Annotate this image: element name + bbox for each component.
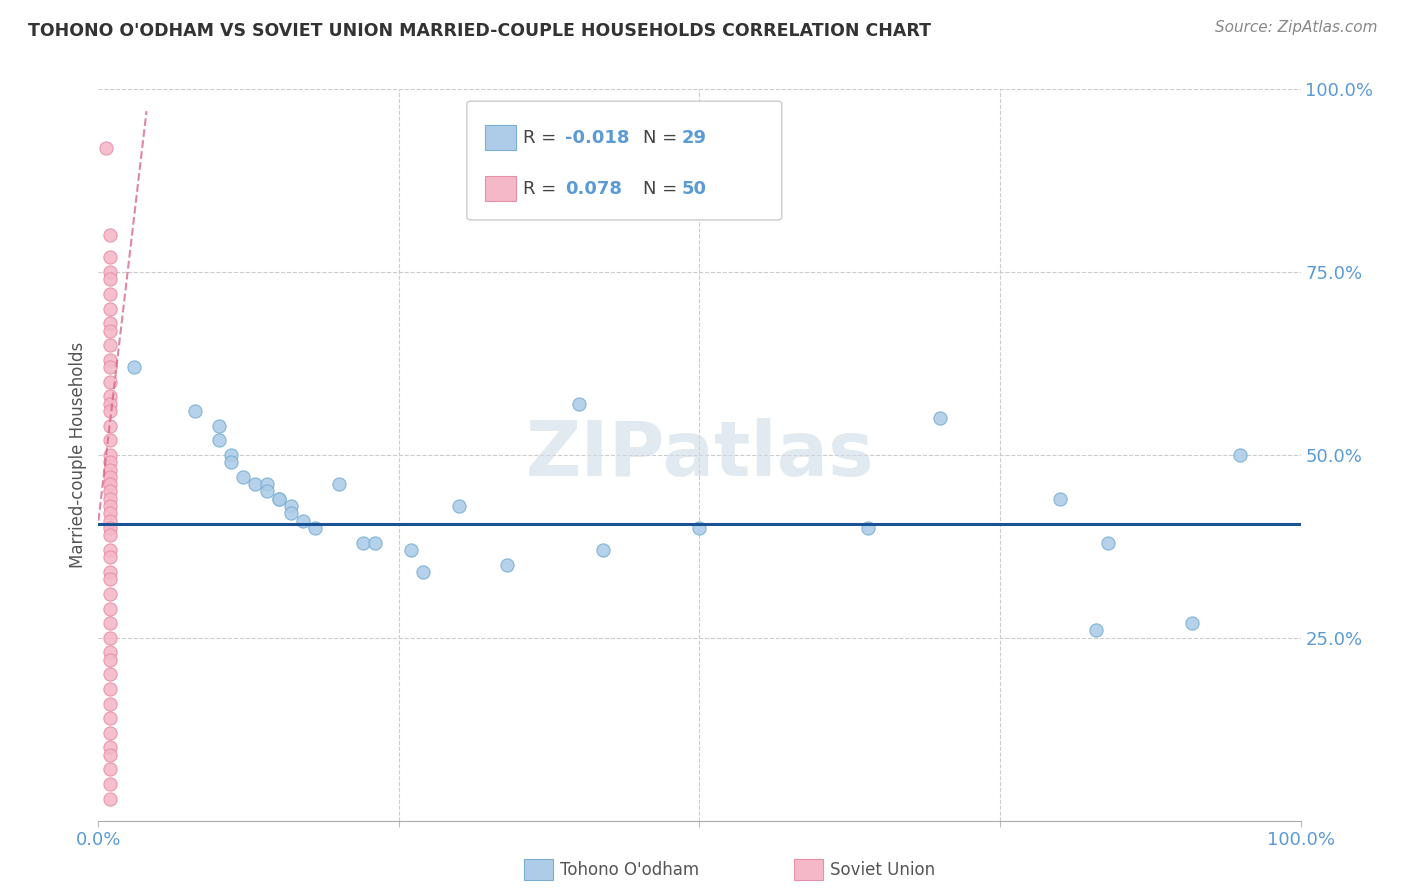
Point xyxy=(856,521,879,535)
Text: Source: ZipAtlas.com: Source: ZipAtlas.com xyxy=(1215,20,1378,35)
Point xyxy=(100,375,122,389)
Point xyxy=(568,397,591,411)
Point xyxy=(208,434,231,448)
Point xyxy=(100,455,122,469)
Point xyxy=(100,272,122,286)
Point xyxy=(928,411,950,425)
Text: ZIPatlas: ZIPatlas xyxy=(526,418,873,491)
Point xyxy=(1181,616,1204,631)
Point xyxy=(124,360,146,375)
Point xyxy=(412,565,434,579)
Point xyxy=(256,484,278,499)
Point xyxy=(100,338,122,352)
Point xyxy=(100,777,122,791)
Point xyxy=(100,470,122,484)
Point xyxy=(328,477,350,491)
Point xyxy=(100,477,122,491)
Y-axis label: Married-couple Households: Married-couple Households xyxy=(69,342,87,568)
Text: 50: 50 xyxy=(682,180,707,198)
Point xyxy=(100,543,122,558)
Point xyxy=(100,462,122,476)
Point xyxy=(219,455,242,469)
Point xyxy=(688,521,710,535)
Point xyxy=(100,550,122,565)
Point xyxy=(100,324,122,338)
Point xyxy=(352,535,374,549)
Text: 0.078: 0.078 xyxy=(565,180,623,198)
Point xyxy=(100,265,122,279)
Point xyxy=(100,389,122,403)
Point xyxy=(100,397,122,411)
Point xyxy=(496,558,519,572)
Point xyxy=(100,301,122,316)
Text: N =: N = xyxy=(643,128,682,147)
Point xyxy=(100,645,122,659)
Point xyxy=(100,352,122,367)
Point xyxy=(100,565,122,579)
Point xyxy=(100,572,122,586)
Point xyxy=(1049,491,1071,506)
Point xyxy=(100,740,122,755)
Point xyxy=(100,528,122,542)
Point xyxy=(256,477,278,491)
Point xyxy=(100,653,122,667)
Point xyxy=(100,616,122,631)
Point xyxy=(183,404,205,418)
Point xyxy=(100,791,122,805)
Point xyxy=(399,543,422,558)
Point xyxy=(100,434,122,448)
Text: Tohono O'odham: Tohono O'odham xyxy=(560,861,699,879)
Point xyxy=(291,514,314,528)
Point xyxy=(100,514,122,528)
Point xyxy=(100,404,122,418)
Point xyxy=(304,521,326,535)
Point xyxy=(100,681,122,696)
Point xyxy=(232,470,254,484)
Point xyxy=(100,228,122,243)
Text: N =: N = xyxy=(643,180,682,198)
Point xyxy=(100,418,122,433)
Point xyxy=(100,360,122,375)
Point xyxy=(100,747,122,762)
Point xyxy=(100,448,122,462)
Text: R =: R = xyxy=(523,128,562,147)
Point xyxy=(100,316,122,330)
Point xyxy=(100,499,122,513)
Point xyxy=(100,726,122,740)
Point xyxy=(100,491,122,506)
Point xyxy=(100,763,122,777)
Text: Soviet Union: Soviet Union xyxy=(830,861,935,879)
Point xyxy=(267,491,290,506)
Point xyxy=(592,543,614,558)
Point xyxy=(100,287,122,301)
Text: 29: 29 xyxy=(682,128,707,147)
Point xyxy=(1229,448,1251,462)
Point xyxy=(208,418,231,433)
Point xyxy=(100,697,122,711)
Point xyxy=(1097,535,1119,549)
Point xyxy=(100,667,122,681)
Point xyxy=(100,521,122,535)
Point xyxy=(94,141,117,155)
Point xyxy=(1085,624,1108,638)
Point xyxy=(100,484,122,499)
Text: -0.018: -0.018 xyxy=(565,128,630,147)
Point xyxy=(267,491,290,506)
Text: TOHONO O'ODHAM VS SOVIET UNION MARRIED-COUPLE HOUSEHOLDS CORRELATION CHART: TOHONO O'ODHAM VS SOVIET UNION MARRIED-C… xyxy=(28,22,931,40)
Point xyxy=(243,477,266,491)
Point xyxy=(364,535,387,549)
Point xyxy=(447,499,470,513)
Point xyxy=(100,631,122,645)
Point xyxy=(100,507,122,521)
Point xyxy=(280,499,302,513)
Point xyxy=(100,711,122,725)
Point xyxy=(100,587,122,601)
Point xyxy=(100,251,122,265)
Text: R =: R = xyxy=(523,180,562,198)
Point xyxy=(100,601,122,615)
Point xyxy=(219,448,242,462)
Point xyxy=(280,507,302,521)
